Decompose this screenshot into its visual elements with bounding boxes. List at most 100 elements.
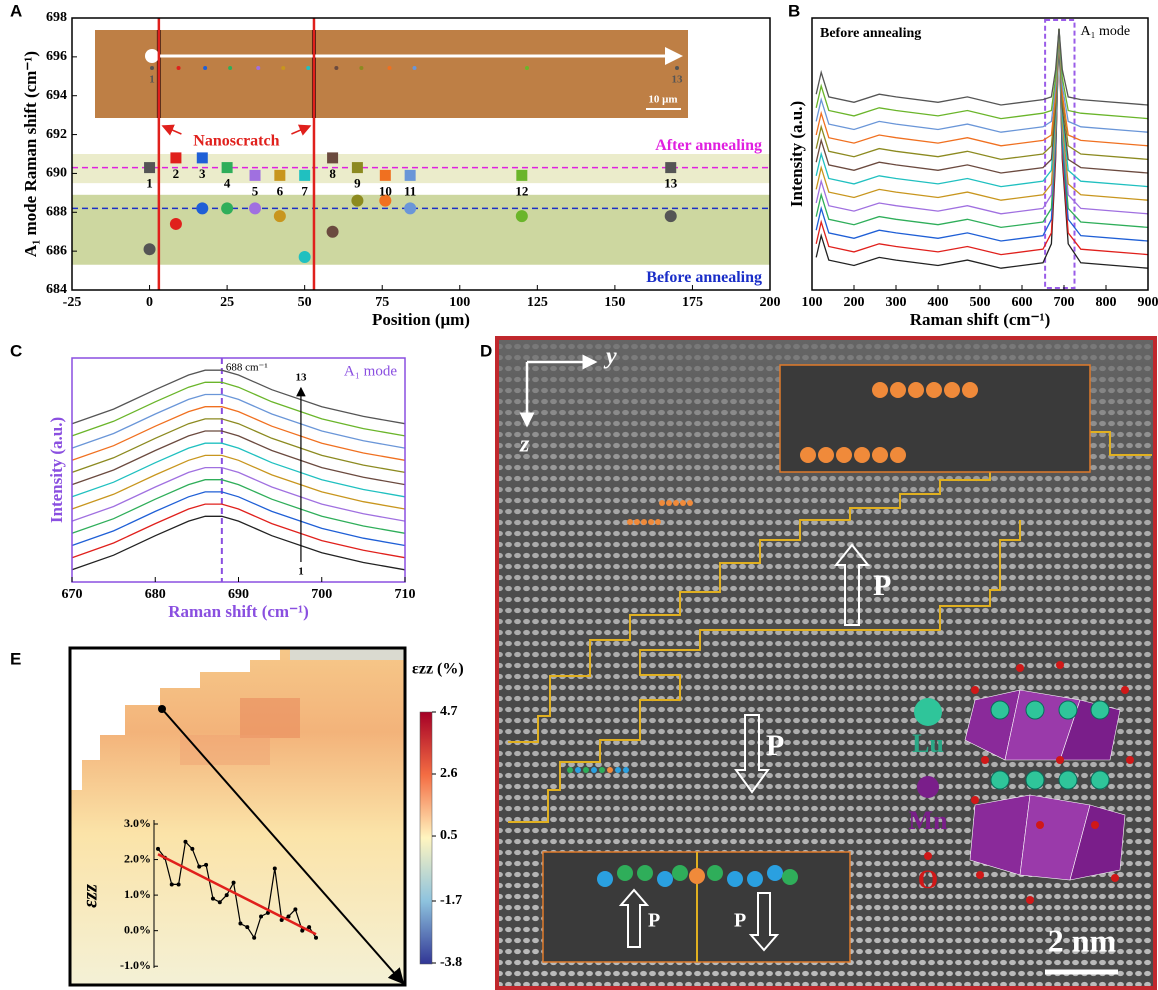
spectrum-line — [71, 454, 406, 510]
data-point — [516, 169, 528, 181]
x-tick-label: -25 — [63, 295, 82, 310]
data-point — [221, 202, 234, 215]
spectrum-line — [815, 28, 1149, 147]
x-axis-label: Position (μm) — [372, 310, 470, 329]
data-point — [144, 162, 156, 174]
inset-y-tick-label: 2.0% — [124, 851, 151, 865]
photo-spot — [387, 66, 392, 70]
axis-label: z — [519, 432, 530, 458]
photo-spot — [359, 66, 364, 70]
data-point — [221, 162, 233, 174]
scale-bar-label: 10 μm — [648, 94, 677, 106]
inset-point — [231, 880, 236, 885]
spectrum-line — [815, 28, 1149, 215]
inset-point — [252, 935, 257, 940]
inset-y-tick-label: 3.0% — [124, 816, 151, 830]
inset-point — [314, 935, 318, 940]
inset-point — [197, 864, 202, 869]
y-tick-label: 694 — [46, 88, 67, 103]
x-tick-label: 100 — [802, 295, 823, 310]
legend-label: O — [918, 865, 938, 894]
photo-label: 1 — [149, 74, 155, 86]
data-point — [379, 169, 391, 181]
inset-y-tick-label: 0.0% — [124, 922, 151, 936]
scratch-label: Nanoscratch — [193, 133, 279, 150]
scratch-arrow — [291, 124, 312, 136]
photo-spot — [675, 66, 679, 70]
data-point — [170, 152, 182, 164]
point-label: 4 — [224, 176, 231, 191]
scratch-arrow — [161, 124, 182, 136]
x-tick-label: 100 — [449, 295, 470, 310]
photo-label: 13 — [672, 74, 684, 86]
x-tick-label: 670 — [62, 587, 83, 602]
x-tick-label: 175 — [682, 295, 703, 310]
spectrum-line — [71, 430, 406, 486]
inset-point — [210, 896, 215, 901]
x-tick-label: 690 — [228, 587, 249, 602]
polarization-label: P — [734, 910, 746, 932]
marker-label: 688 cm⁻¹ — [226, 362, 268, 374]
spectrum-line — [71, 406, 406, 461]
photo-spot — [203, 66, 208, 70]
inset-point — [204, 862, 209, 867]
y-axis-label: Intensity (a.u.) — [787, 101, 806, 207]
data-point — [379, 194, 392, 207]
polarization-label: P — [766, 729, 784, 762]
data-point — [249, 169, 261, 181]
optical-image-shade — [95, 30, 688, 118]
panel-label: A — [10, 1, 22, 20]
photo-spot — [176, 66, 181, 70]
y-tick-label: 686 — [46, 243, 67, 258]
photo-spot — [306, 66, 311, 70]
inset-point — [300, 928, 305, 933]
polarization-label: P — [873, 569, 891, 602]
inset-point — [238, 921, 243, 926]
colorbar-tick-label: 2.6 — [440, 766, 458, 781]
spectrum-line — [71, 491, 406, 547]
legend-label: Lu — [912, 729, 944, 758]
photo-spot — [228, 66, 233, 70]
data-point — [143, 243, 156, 256]
data-point — [273, 210, 286, 223]
legend-label: Mn — [909, 806, 949, 835]
y-axis-label: A₁ mode Raman shift (cm⁻¹) — [21, 51, 40, 257]
spectrum-line — [815, 28, 1149, 269]
data-point — [196, 202, 209, 215]
point-label: 7 — [301, 183, 308, 198]
fit-line — [157, 853, 317, 936]
stem-image — [495, 336, 1157, 990]
x-tick-label: 200 — [844, 295, 865, 310]
inset-point — [245, 925, 250, 930]
point-label: 6 — [277, 183, 284, 198]
axis-label: y — [603, 344, 617, 370]
photo-spot — [525, 66, 529, 70]
photo-start — [145, 49, 159, 63]
spectrum-line — [815, 28, 1149, 106]
spectrum-line — [815, 28, 1149, 229]
point-label: 13 — [664, 176, 678, 191]
photo-spot — [150, 66, 154, 70]
x-tick-label: 500 — [970, 295, 991, 310]
data-point — [351, 162, 363, 174]
data-point — [404, 169, 416, 181]
x-tick-label: 800 — [1096, 295, 1117, 310]
inset-point — [190, 846, 195, 851]
series-label: After annealing — [655, 137, 762, 154]
x-axis-label: Raman shift (cm⁻¹) — [910, 310, 1051, 329]
x-tick-label: 600 — [1012, 295, 1033, 310]
shaded-band — [72, 194, 770, 265]
data-point — [274, 169, 286, 181]
x-tick-label: 50 — [298, 295, 312, 310]
x-tick-label: 125 — [527, 295, 548, 310]
spectrum-line — [71, 503, 406, 559]
spectrum-line — [815, 28, 1149, 174]
x-tick-label: 75 — [375, 295, 389, 310]
spectrum-line — [815, 28, 1149, 161]
data-point — [327, 152, 339, 164]
colorbar-label: εzz (%) — [412, 661, 464, 678]
point-label: 12 — [515, 183, 528, 198]
point-label: 5 — [252, 183, 259, 198]
spectrum-line — [71, 479, 406, 534]
